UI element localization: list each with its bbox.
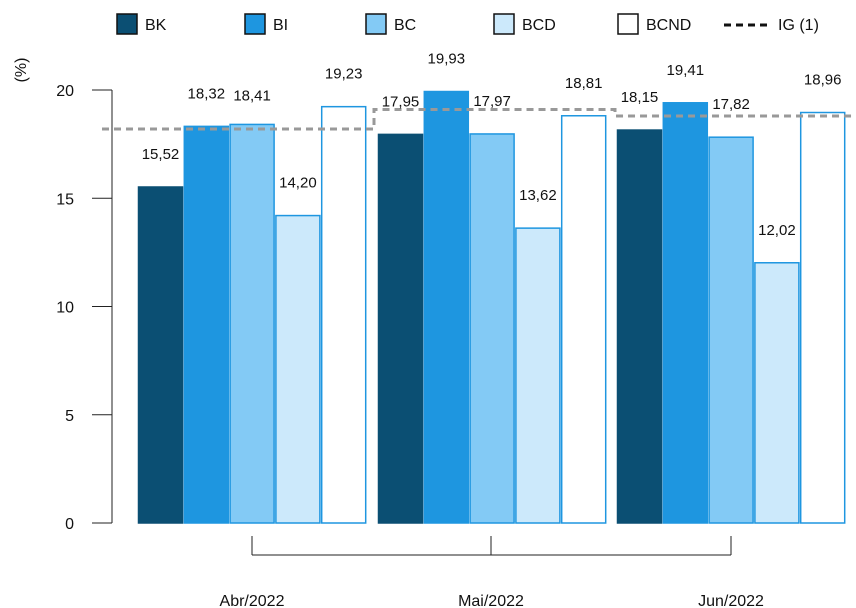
legend-label-bi: BI <box>273 17 288 34</box>
data-label-bc-jun-2022: 17,82 <box>712 96 750 113</box>
y-tick-label-5: 5 <box>65 408 74 425</box>
data-label-bi-jun-2022: 19,41 <box>667 62 705 79</box>
bar-bc-jun-2022 <box>708 136 754 524</box>
legend: BK BI BC BCD BCND IG (1) <box>116 13 819 35</box>
reference-line <box>102 107 852 131</box>
legend-swatch-bi <box>244 13 266 35</box>
y-axis: 0 5 10 15 20 <box>56 83 113 533</box>
data-label-bcnd-abr-2022: 19,23 <box>325 66 363 83</box>
data-label-bcd-jun-2022: 12,02 <box>758 222 796 239</box>
reference-line-ig <box>102 107 852 131</box>
data-label-bcd-abr-2022: 14,20 <box>279 175 317 192</box>
bar-bcnd-jun-2022 <box>799 111 846 524</box>
bar-bk-jun-2022 <box>616 129 663 524</box>
data-label-bk-jun-2022: 18,15 <box>621 89 659 106</box>
bar-bi-mai-2022 <box>423 90 470 524</box>
data-label-bk-abr-2022: 15,52 <box>142 146 180 163</box>
bar-bi-jun-2022 <box>662 102 709 524</box>
legend-label-bcnd: BCND <box>646 17 691 34</box>
x-axis: Abr/2022 Mai/2022 Jun/2022 <box>220 536 764 608</box>
legend-swatch-bc <box>365 13 387 35</box>
bar-bc-mai-2022 <box>469 133 515 524</box>
legend-label-bc: BC <box>394 17 416 34</box>
bar-bk-abr-2022 <box>137 186 184 524</box>
legend-swatch-bk <box>116 13 138 35</box>
data-label-bcd-mai-2022: 13,62 <box>519 187 557 204</box>
legend-label-ig: IG (1) <box>778 17 819 34</box>
bar-bc-abr-2022 <box>229 123 275 524</box>
bar-bcnd-mai-2022 <box>560 115 607 524</box>
bar-bcd-jun-2022 <box>754 262 800 524</box>
y-tick-label-15: 15 <box>56 191 74 208</box>
bar-bk-mai-2022 <box>377 133 424 524</box>
y-tick-label-20: 20 <box>56 83 74 100</box>
data-label-bc-abr-2022: 18,41 <box>233 87 271 104</box>
data-label-bc-mai-2022: 17,97 <box>473 93 511 110</box>
legend-swatch-bcd <box>493 13 515 35</box>
bar-bcd-mai-2022 <box>515 227 561 524</box>
x-tick-label-abr-2022: Abr/2022 <box>220 593 285 608</box>
data-label-bk-mai-2022: 17,95 <box>382 93 420 110</box>
legend-label-bcd: BCD <box>522 17 556 34</box>
data-label-bi-mai-2022: 19,93 <box>428 51 466 68</box>
y-axis-label: (%) <box>13 58 30 83</box>
legend-swatch-bcnd <box>617 13 639 35</box>
y-tick-label-10: 10 <box>56 300 74 317</box>
bar-bi-abr-2022 <box>183 125 230 524</box>
data-label-bcnd-jun-2022: 18,96 <box>804 72 842 89</box>
x-tick-label-mai-2022: Mai/2022 <box>458 593 524 608</box>
bar-bcd-abr-2022 <box>275 214 321 524</box>
bars <box>137 90 846 524</box>
x-tick-label-jun-2022: Jun/2022 <box>698 593 764 608</box>
data-label-bi-abr-2022: 18,32 <box>188 85 226 102</box>
data-labels: 15,52 18,32 18,41 14,20 19,23 17,95 19,93 17,97… <box>142 51 842 239</box>
bar-bcnd-abr-2022 <box>320 105 367 524</box>
data-label-bcnd-mai-2022: 18,81 <box>565 75 603 92</box>
legend-label-bk: BK <box>145 17 167 34</box>
y-tick-label-0: 0 <box>65 516 74 533</box>
